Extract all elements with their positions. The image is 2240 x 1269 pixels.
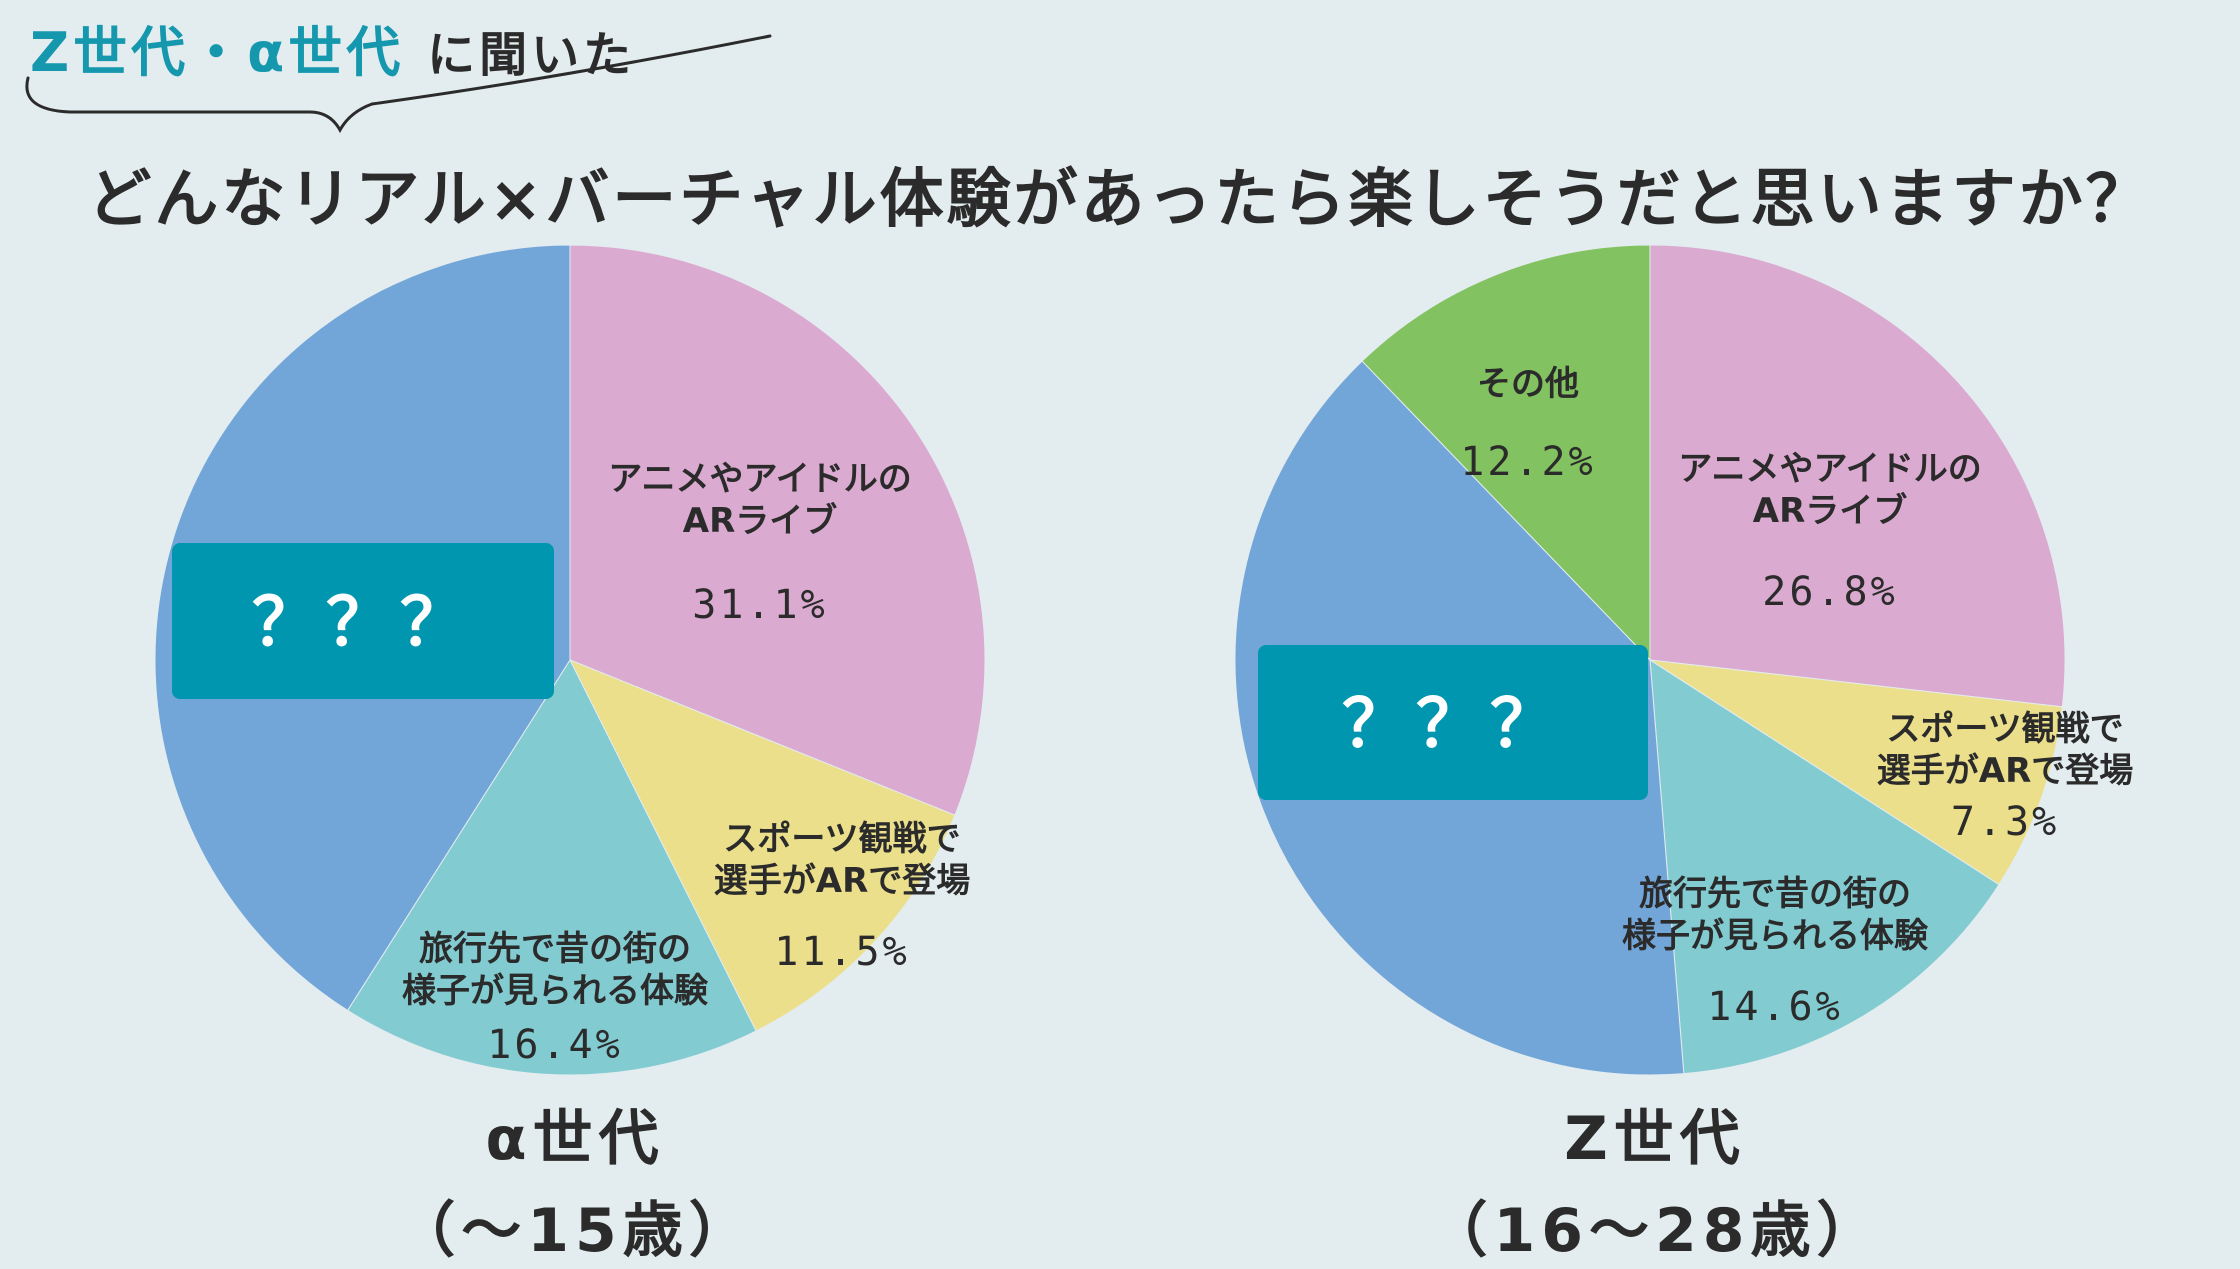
pie-z-slice-sports	[1649, 659, 2063, 886]
pie-z-slice-other	[1361, 244, 1651, 662]
pie-z-label-anime: ARライブ	[1753, 491, 1908, 531]
pie-z-slice-travel	[1649, 659, 2000, 1075]
pie-z-value-other: 12.2%	[1460, 439, 1595, 485]
pie-alpha-value-anime: 31.1%	[692, 582, 827, 628]
pie-z-label-sports: スポーツ観戦で	[1886, 709, 2123, 749]
pie-alpha-label-travel: 旅行先で昔の街の	[419, 929, 691, 969]
pie-alpha-hidden-label: ？？？	[252, 584, 474, 661]
pie-z-label-sports: 選手がARで登場	[1877, 751, 2134, 791]
header-tag: Z世代・α世代 に聞いた	[30, 8, 635, 87]
page-title: どんなリアル×バーチャル体験があったら楽しそうだと思いますか？	[87, 163, 2153, 237]
pie-z-hidden-box	[1258, 645, 1648, 800]
pie-z-hidden-label: ？？？	[1342, 686, 1564, 763]
pie-alpha-value-sports: 11.5%	[774, 929, 909, 975]
header-tag-rest: に聞いた	[427, 27, 636, 83]
pie-alpha-label-sports: スポーツ観戦で	[723, 819, 960, 859]
pie-z-value-anime: 26.8%	[1762, 569, 1897, 615]
chart-z-title: Z世代	[1564, 1104, 1746, 1174]
pie-z-slice-anime	[1649, 244, 2066, 708]
speech-bubble-underline	[25, 34, 772, 134]
pie-alpha-label-anime: アニメやアイドルの	[608, 459, 912, 499]
pie-alpha-slice-travel	[346, 658, 757, 1076]
pie-z-value-travel: 14.6%	[1707, 984, 1842, 1030]
pie-alpha-slice-sports	[568, 659, 956, 1032]
chart-z-subtitle: （16～28歳）	[1427, 1196, 1883, 1266]
pie-z-label-travel: 旅行先で昔の街の	[1639, 874, 1911, 914]
pie-z-label-travel: 様子が見られる体験	[1622, 916, 1929, 956]
pie-alpha-label-sports: 選手がARで登場	[714, 861, 971, 901]
header-tag-highlight: Z世代・α世代	[30, 21, 405, 84]
pie-z-label-other: その他	[1477, 364, 1579, 404]
pie-alpha-value-travel: 16.4%	[487, 1022, 622, 1068]
pie-alpha-hidden-box	[172, 543, 554, 699]
pie-z-label-anime: アニメやアイドルの	[1678, 449, 1982, 489]
chart-alpha-title: α世代	[485, 1104, 665, 1174]
pie-alpha-label-anime: ARライブ	[683, 501, 838, 541]
pie-alpha-label-travel: 様子が見られる体験	[402, 971, 709, 1011]
chart-alpha-subtitle: （～15歳）	[395, 1196, 755, 1266]
pie-z-value-sports: 7.3%	[1951, 799, 2059, 845]
pie-alpha-slice-anime	[569, 244, 986, 816]
